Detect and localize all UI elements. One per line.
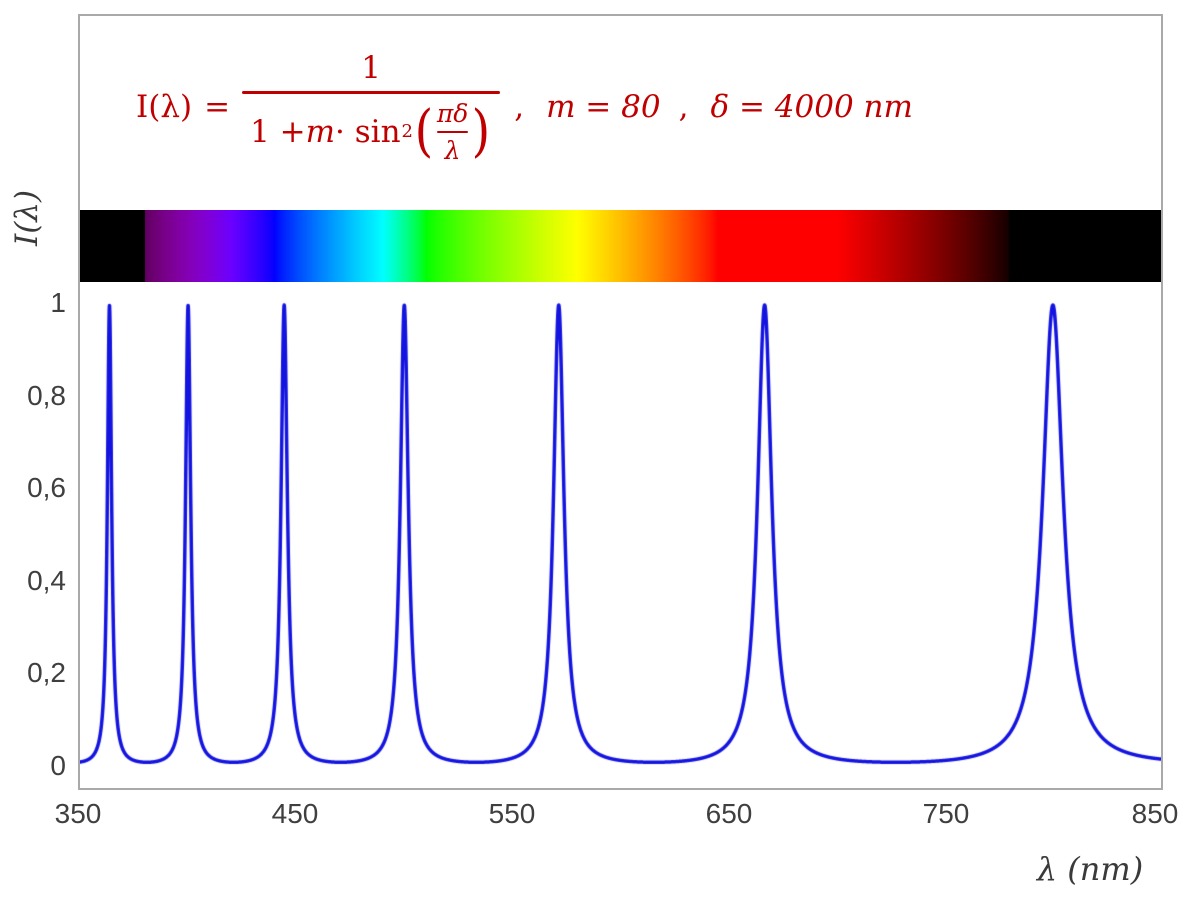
formula-annotation: I(λ) = 1 1 + m · sin 2 ( πδ λ ) , m = 80 … <box>136 32 917 182</box>
inner-denominator: λ <box>444 135 461 165</box>
param-delta: δ = 4000 nm <box>710 89 913 125</box>
plot-area-frame: I(λ) = 1 1 + m · sin 2 ( πδ λ ) , m = 80 … <box>78 14 1163 790</box>
spectrum-bar-canvas <box>80 210 1161 282</box>
m-symbol: m <box>305 113 336 150</box>
separator-comma: , <box>678 89 689 125</box>
fraction-bar <box>242 90 501 94</box>
left-paren: ( <box>414 98 434 164</box>
y-tick-label: 0,6 <box>27 472 66 503</box>
y-tick-label: 0,2 <box>27 657 66 688</box>
param-m: m = 80 <box>546 89 661 125</box>
inner-fraction-bar <box>436 130 469 133</box>
y-tick-label: 0 <box>50 750 66 781</box>
formula-lhs: I(λ) <box>136 89 193 125</box>
fraction-numerator: 1 <box>361 49 381 86</box>
denominator-text: 1 + <box>250 113 306 150</box>
x-tick-label: 750 <box>922 798 970 829</box>
x-tick-label: 350 <box>54 798 102 829</box>
inner-numerator: πδ <box>436 98 469 128</box>
inner-fraction: πδ λ <box>436 98 469 165</box>
intensity-curve-canvas <box>80 284 1161 786</box>
separator-comma: , <box>514 89 525 125</box>
equals-sign: = <box>204 89 231 125</box>
y-axis-title: I(λ) <box>9 189 45 247</box>
right-paren: ) <box>471 98 491 164</box>
x-tick-label: 550 <box>488 798 536 829</box>
x-tick-label: 650 <box>705 798 753 829</box>
x-tick-label: 850 <box>1131 798 1179 829</box>
y-tick-label: 1 <box>50 287 66 318</box>
sin-superscript: 2 <box>401 121 413 142</box>
main-fraction: 1 1 + m · sin 2 ( πδ λ ) <box>242 49 501 165</box>
x-axis-title: λ (nm) <box>1036 850 1144 888</box>
fraction-denominator: 1 + m · sin 2 ( πδ λ ) <box>242 99 500 165</box>
x-tick-label: 450 <box>271 798 319 829</box>
y-tick-label: 0,4 <box>27 565 66 596</box>
y-tick-label: 0,8 <box>27 380 66 411</box>
sin-text: · sin <box>335 113 401 150</box>
